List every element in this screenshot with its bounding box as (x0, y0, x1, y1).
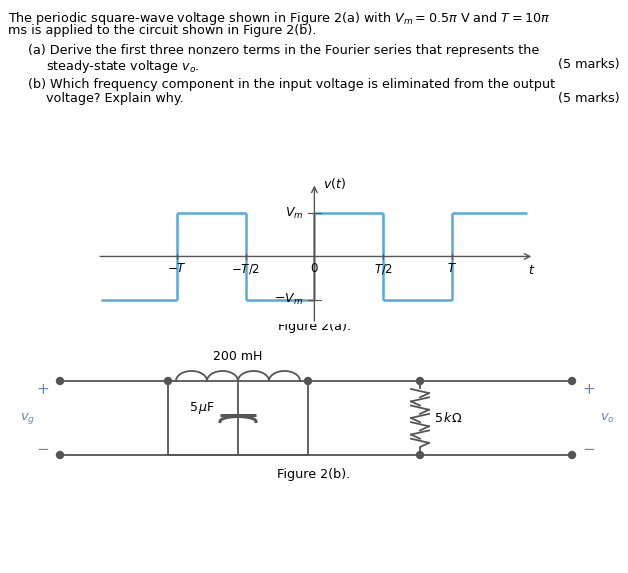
Text: voltage? Explain why.: voltage? Explain why. (46, 92, 183, 105)
Text: Figure 2(a).: Figure 2(a). (278, 320, 350, 333)
Circle shape (568, 378, 575, 384)
Text: +: + (583, 382, 595, 397)
Text: $-T$: $-T$ (167, 262, 187, 274)
Text: ms is applied to the circuit shown in Figure 2(b).: ms is applied to the circuit shown in Fi… (8, 24, 317, 37)
Text: $-$: $-$ (36, 439, 50, 454)
Text: Figure 2(b).: Figure 2(b). (278, 468, 350, 481)
Text: $V_m$: $V_m$ (285, 206, 303, 221)
Text: $v_o$: $v_o$ (600, 411, 615, 425)
Text: (a) Derive the first three nonzero terms in the Fourier series that represents t: (a) Derive the first three nonzero terms… (28, 44, 539, 57)
Text: The periodic square-wave voltage shown in Figure 2(a) with $V_m = 0.5\pi$ V and : The periodic square-wave voltage shown i… (8, 10, 550, 27)
Text: $v_g$: $v_g$ (19, 410, 35, 426)
Text: 200 mH: 200 mH (214, 350, 263, 363)
Text: (5 marks): (5 marks) (558, 58, 620, 71)
Text: $-$: $-$ (582, 439, 595, 454)
Circle shape (57, 452, 63, 458)
Text: (b) Which frequency component in the input voltage is eliminated from the output: (b) Which frequency component in the inp… (28, 78, 555, 91)
Text: $-V_m$: $-V_m$ (274, 292, 303, 308)
Text: $-T/2$: $-T/2$ (231, 262, 260, 276)
Circle shape (57, 378, 63, 384)
Text: (5 marks): (5 marks) (558, 92, 620, 105)
Text: $5\,\mu$F: $5\,\mu$F (188, 400, 215, 416)
Text: $t$: $t$ (528, 264, 535, 277)
Text: $5\,k\Omega$: $5\,k\Omega$ (434, 411, 462, 425)
Circle shape (165, 378, 171, 384)
Circle shape (416, 452, 423, 458)
Circle shape (416, 378, 423, 384)
Text: steady-state voltage $v_o$.: steady-state voltage $v_o$. (46, 58, 200, 75)
Text: $0$: $0$ (310, 262, 318, 274)
Circle shape (568, 452, 575, 458)
Text: +: + (36, 382, 50, 397)
Text: $T$: $T$ (447, 262, 457, 274)
Text: $T/2$: $T/2$ (374, 262, 392, 276)
Text: $v(t)$: $v(t)$ (323, 176, 345, 191)
Circle shape (305, 378, 311, 384)
Bar (168, 381, 308, 455)
